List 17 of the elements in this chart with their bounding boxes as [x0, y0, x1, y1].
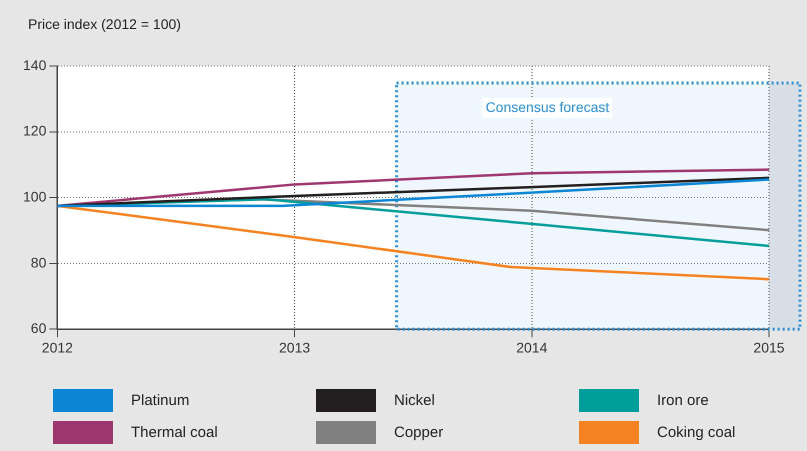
legend-label: Thermal coal	[131, 424, 218, 440]
legend-label: Iron ore	[657, 392, 709, 408]
y-axis-title: Price index (2012 = 100)	[28, 16, 181, 32]
y-tick-label: 60	[30, 320, 47, 336]
legend-label: Copper	[394, 424, 444, 440]
legend-label: Coking coal	[657, 424, 736, 440]
x-tick-label: 2012	[42, 339, 74, 356]
band-label: Consensus forecast	[486, 98, 610, 115]
x-tick-label: 2014	[516, 339, 548, 356]
legend-label: Platinum	[131, 392, 190, 408]
y-tick-label: 80	[30, 254, 47, 270]
y-tick-label: 120	[23, 122, 47, 139]
x-tick-label: 2015	[753, 339, 785, 356]
y-tick-label: 100	[23, 188, 47, 204]
legend-label: Nickel	[394, 392, 435, 408]
x-tick-label: 2013	[278, 339, 310, 356]
y-tick-label: 140	[23, 56, 47, 73]
